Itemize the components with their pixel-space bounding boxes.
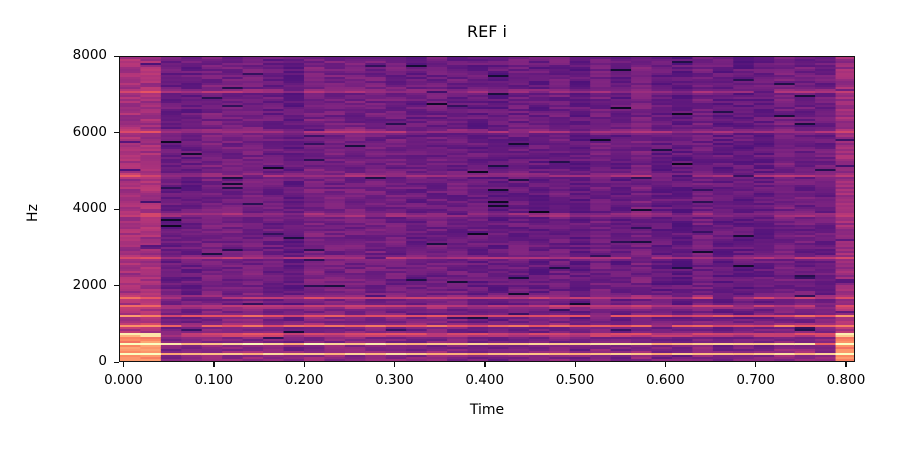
y-axis-title: Hz — [25, 204, 41, 222]
x-tick-mark — [213, 362, 215, 367]
x-tick-mark — [664, 362, 667, 367]
x-tick-label: 0.100 — [194, 372, 234, 388]
y-tick-mark — [114, 285, 119, 287]
x-tick-mark — [845, 362, 847, 367]
y-tick-mark — [114, 55, 119, 57]
y-tick-mark — [114, 208, 119, 210]
x-tick-label: 0.800 — [826, 372, 866, 388]
x-tick-mark — [574, 362, 576, 367]
x-tick-label: 0.200 — [284, 372, 324, 388]
x-tick-mark — [393, 362, 396, 367]
y-tick-label: 0 — [98, 353, 107, 369]
x-tick-mark — [755, 362, 757, 367]
y-tick-label: 2000 — [72, 276, 107, 293]
x-tick-label: 0.700 — [736, 372, 775, 388]
x-tick-label: 0.000 — [104, 372, 143, 388]
x-tick-mark — [303, 362, 305, 367]
y-tick-mark — [114, 132, 119, 134]
x-tick-label: 0.600 — [646, 372, 685, 388]
x-tick-label: 0.500 — [555, 372, 595, 388]
x-axis-title: Time — [469, 402, 505, 418]
x-tick-mark — [484, 362, 486, 367]
chart-title: REF i — [467, 22, 507, 41]
y-tick-label: 6000 — [72, 123, 107, 140]
spectrogram-plot-area — [119, 56, 855, 362]
y-tick-label: 8000 — [72, 47, 107, 63]
y-tick-label: 4000 — [72, 200, 107, 216]
x-tick-label: 0.400 — [465, 372, 505, 388]
y-tick-mark — [114, 361, 119, 363]
spectrogram-image — [120, 57, 854, 361]
x-tick-mark — [123, 362, 125, 367]
x-tick-label: 0.300 — [375, 372, 414, 388]
